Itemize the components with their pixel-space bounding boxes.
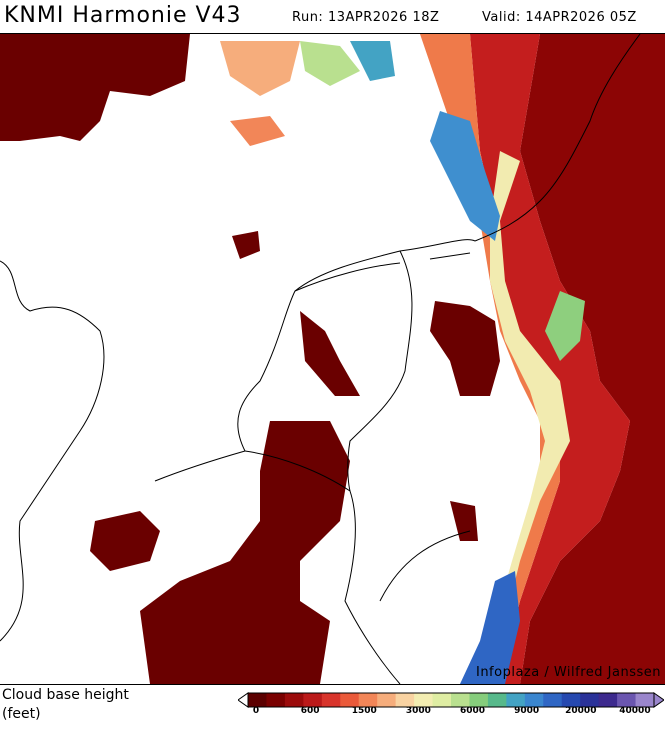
- colorbar-arrow-left: [238, 692, 249, 708]
- legend-title-line1: Cloud base height: [2, 687, 129, 703]
- england-coast: [0, 260, 105, 642]
- colorbar-swatch: [284, 693, 304, 707]
- legend-title: Cloud base height (feet): [2, 686, 129, 724]
- colorbar-swatch: [506, 693, 526, 707]
- netherlands-coast: [237, 239, 476, 452]
- legend-ticks: 0 600 1500 3000 6000 9000 20000 40000: [238, 706, 664, 720]
- colorbar-swatch: [303, 693, 323, 707]
- patch-belgium-south: [140, 421, 350, 684]
- cloud-field-east: [220, 34, 665, 684]
- field-dark-red-east: [520, 34, 665, 684]
- colorbar-tick-label: 0: [252, 706, 260, 716]
- patch-south-germany: [450, 501, 478, 541]
- colorbar-swatch: [248, 693, 267, 707]
- colorbar-tick-label: 6000: [460, 706, 486, 716]
- cloud-field-low: [0, 34, 500, 684]
- field-green-east: [545, 291, 585, 361]
- colorbar-swatch: [543, 693, 563, 707]
- run-time: Run: 13APR2026 18Z: [292, 10, 440, 25]
- coastlines: [0, 34, 641, 684]
- patch-northwest: [0, 34, 190, 141]
- field-blue-north: [350, 41, 395, 81]
- colorbar-tick-label: 20000: [565, 706, 597, 716]
- colorbar-swatch: [487, 693, 507, 707]
- nl-be-border: [244, 450, 401, 684]
- colorbar-tick-label: 9000: [514, 706, 540, 716]
- nl-de-border: [347, 250, 413, 492]
- forecast-map: Infoplaza / Wilfred Janssen: [0, 33, 665, 685]
- map-canvas: [0, 34, 665, 684]
- lux-border: [379, 530, 471, 602]
- patch-northsea-small: [232, 231, 260, 259]
- patch-netherlands-east: [430, 301, 500, 396]
- valid-time: Valid: 14APR2026 05Z: [482, 10, 637, 25]
- colorbar-swatch: [451, 693, 470, 707]
- colorbar-swatch: [617, 693, 637, 707]
- colorbar-swatch: [377, 693, 397, 707]
- field-yellow-north: [220, 41, 300, 96]
- colorbar-tick-label: 600: [300, 706, 320, 716]
- colorbar-swatch: [524, 693, 544, 707]
- field-blue-coast: [430, 111, 500, 241]
- field-green-north: [300, 41, 360, 86]
- page-title: KNMI Harmonie V43: [4, 3, 242, 28]
- colorbar-swatch: [469, 693, 489, 707]
- de-coast: [474, 34, 641, 242]
- field-blue-south: [460, 571, 520, 684]
- colorbar-swatch: [580, 693, 600, 707]
- colorbar-swatch: [561, 693, 581, 707]
- map-credit: Infoplaza / Wilfred Janssen: [475, 665, 661, 680]
- colorbar-tick-label: 40000: [619, 706, 651, 716]
- colorbar-swatch: [395, 693, 415, 707]
- colorbar-swatch: [432, 693, 452, 707]
- patch-belgium-west: [90, 511, 160, 571]
- colorbar-tick-label: 3000: [405, 706, 431, 716]
- colorbar-tick-label: 1500: [351, 706, 377, 716]
- colorbar-swatch: [266, 693, 286, 707]
- colorbar-swatch: [414, 693, 434, 707]
- legend-colorbar: [238, 692, 664, 708]
- chart-header: KNMI Harmonie V43 Run: 13APR2026 18Z Val…: [0, 0, 665, 32]
- colorbar-swatch: [635, 693, 655, 707]
- legend-title-line2: (feet): [2, 706, 41, 722]
- patch-ijsselmeer: [300, 311, 360, 396]
- colorbar-outline: [247, 692, 655, 708]
- colorbar-swatch: [340, 693, 360, 707]
- colorbar-swatch: [321, 693, 341, 707]
- field-yellow-east: [480, 151, 570, 684]
- field-orange-north: [230, 116, 285, 146]
- colorbar-arrow-right: [653, 692, 664, 708]
- islands: [294, 252, 471, 292]
- belgium-coast: [154, 450, 246, 482]
- colorbar-swatch: [358, 693, 378, 707]
- colorbar-swatch: [598, 693, 618, 707]
- field-red-east: [470, 34, 630, 684]
